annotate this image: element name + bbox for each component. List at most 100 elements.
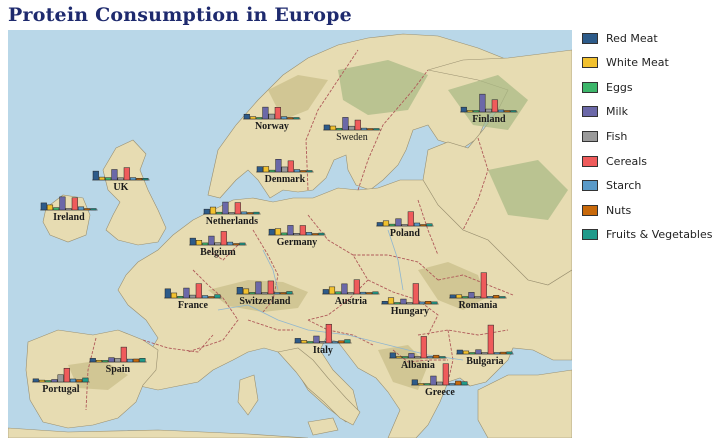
mini-chart-switzerland: Switzerland (236, 280, 294, 307)
bar-greece-6 (448, 383, 456, 386)
bar-finland-8 (510, 110, 517, 113)
bar-sweden-0 (323, 124, 330, 131)
bar-finland-4 (485, 108, 492, 113)
bar-austria-6 (359, 291, 367, 295)
bar-ireland-5 (71, 197, 78, 211)
bar-portugal-1 (38, 379, 46, 383)
bar-poland-0 (376, 222, 383, 227)
bar-spain-3 (108, 357, 115, 363)
bar-hungary-6 (418, 301, 426, 305)
bar-sweden-3 (342, 117, 349, 131)
bar-switzerland-3 (255, 281, 262, 295)
bar-portugal-7 (76, 379, 83, 383)
bar-austria-7 (366, 292, 373, 295)
bar-romania-6 (486, 296, 494, 299)
bar-germany-4 (293, 233, 300, 236)
bar-france-3 (183, 287, 190, 299)
bar-france-8 (214, 294, 221, 299)
bar-romania-7 (493, 295, 500, 299)
bar-austria-4 (347, 292, 354, 295)
bar-netherlands-3 (222, 201, 229, 215)
mini-chart-spain: Spain (89, 346, 147, 375)
bar-spain-4 (114, 358, 121, 363)
bar-uk-5 (123, 167, 130, 181)
legend-swatch (582, 57, 598, 69)
bar-sweden-2 (336, 127, 343, 131)
bar-greece-7 (455, 380, 462, 386)
bar-france-4 (189, 294, 196, 299)
bar-belgium-7 (233, 243, 240, 246)
bar-switzerland-1 (242, 288, 250, 295)
bar-belgium-1 (195, 240, 203, 246)
turkey (477, 369, 572, 438)
bar-poland-1 (382, 220, 390, 227)
country-label: Finland (472, 114, 506, 125)
scandinavia (207, 33, 514, 199)
bar-finland-1 (466, 110, 474, 113)
chart-title: Protein Consumption in Europe (8, 4, 352, 26)
bar-albania-8 (439, 356, 446, 359)
legend-label: Starch (606, 179, 642, 193)
bar-netherlands-4 (228, 212, 235, 215)
bar-spain-8 (139, 358, 146, 363)
bar-austria-0 (322, 289, 329, 295)
bar-finland-0 (460, 106, 467, 113)
bar-germany-6 (305, 232, 313, 236)
bar-portugal-4 (57, 374, 64, 383)
mini-chart-ireland: Ireland (40, 196, 98, 223)
bar-portugal-0 (32, 378, 39, 383)
legend-item: Red Meat (582, 30, 658, 46)
mini-chart-norway: Norway (243, 106, 301, 132)
mini-chart-netherlands: Netherlands (203, 201, 261, 227)
country-label: Italy (313, 345, 333, 356)
bar-portugal-6 (69, 378, 77, 383)
bar-switzerland-8 (286, 291, 293, 295)
bar-netherlands-7 (247, 212, 254, 215)
europe-map: Norway Sweden Finland Denmark UK Ireland Nethe… (8, 30, 572, 438)
bar-denmark-2 (269, 169, 276, 173)
bar-poland-4 (401, 224, 408, 227)
bar-germany-1 (274, 228, 282, 236)
mini-chart-albania: Albania (389, 336, 447, 371)
bar-netherlands-2 (216, 211, 223, 215)
bar-germany-8 (318, 232, 325, 236)
legend-label: Red Meat (606, 31, 658, 45)
country-label: Bulgaria (466, 356, 503, 367)
bar-denmark-0 (256, 166, 263, 173)
bar-ireland-3 (59, 196, 66, 211)
bar-poland-6 (413, 222, 421, 227)
mini-chart-uk: UK (92, 167, 150, 193)
bar-austria-2 (335, 291, 342, 295)
bar-sweden-7 (367, 128, 374, 131)
bar-albania-5 (420, 336, 427, 359)
legend-label: Milk (606, 105, 628, 119)
bar-denmark-4 (281, 166, 288, 173)
great-britain (102, 139, 167, 246)
bar-austria-8 (372, 291, 379, 295)
legend-item: Fish (582, 128, 627, 144)
bar-albania-3 (408, 353, 415, 359)
bar-romania-4 (474, 296, 481, 299)
bar-italy-6 (331, 341, 339, 344)
bar-spain-7 (133, 358, 140, 363)
mini-chart-greece: Greece (411, 363, 469, 398)
bar-romania-1 (455, 294, 463, 299)
bar-greece-0 (411, 379, 418, 386)
bar-denmark-3 (275, 159, 282, 173)
country-label: Sweden (336, 132, 368, 143)
legend-label: Fruits & Vegetables (606, 228, 713, 242)
bar-bulgaria-6 (493, 352, 501, 355)
mini-chart-sweden: Sweden (323, 117, 381, 143)
bar-bulgaria-2 (469, 352, 476, 355)
legend-label: Cereals (606, 154, 648, 168)
mini-chart-italy: Italy (294, 323, 352, 356)
country-label: Romania (458, 300, 497, 311)
bar-romania-2 (462, 296, 469, 299)
legend-swatch (582, 81, 598, 93)
legend-item: White Meat (582, 55, 669, 71)
bar-spain-5 (120, 346, 127, 363)
bar-italy-3 (313, 335, 320, 344)
country-label: UK (113, 182, 128, 193)
bar-albania-1 (395, 356, 403, 359)
bar-france-7 (208, 296, 215, 299)
